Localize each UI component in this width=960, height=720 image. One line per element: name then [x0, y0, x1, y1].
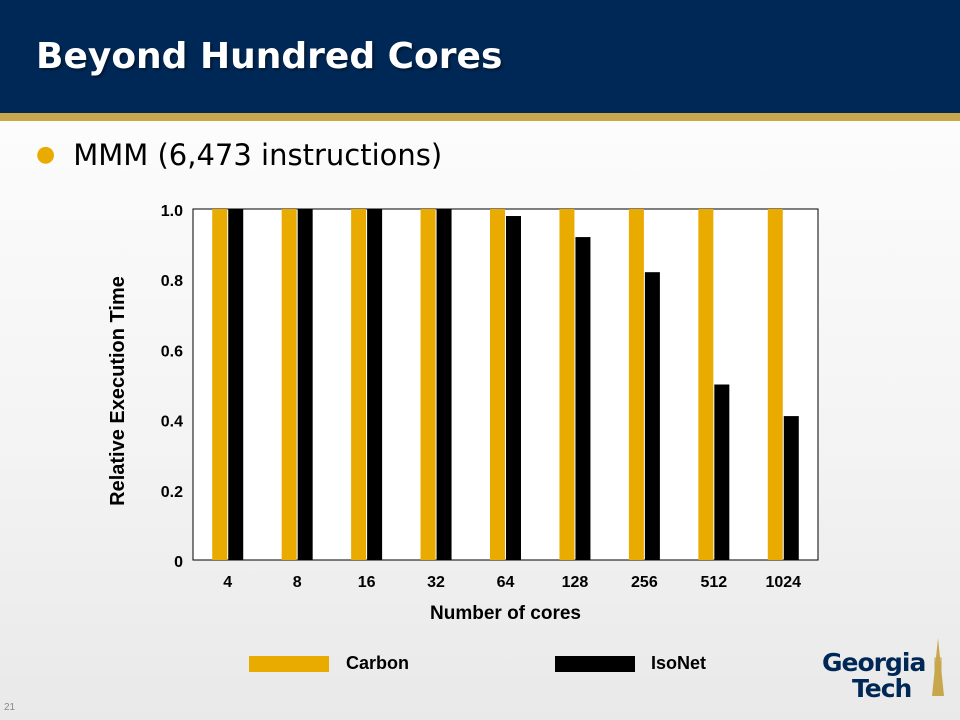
x-tick-label: 8 — [293, 574, 302, 591]
bar-isonet — [575, 237, 591, 560]
bar-carbon — [420, 209, 436, 560]
x-tick-label: 512 — [700, 574, 727, 591]
bullet-icon: ● — [36, 142, 56, 167]
y-tick-label: 0.2 — [161, 484, 183, 501]
x-tick-label: 64 — [497, 574, 515, 591]
x-tick-label: 16 — [358, 574, 376, 591]
bar-carbon — [212, 209, 228, 560]
x-tick-label: 32 — [427, 574, 445, 591]
y-tick-label: 1.0 — [161, 203, 183, 220]
logo-text-georgia: Georgia — [822, 648, 926, 677]
bar-carbon — [698, 209, 714, 560]
bar-isonet — [714, 384, 730, 560]
bar-carbon — [559, 209, 575, 560]
logo-tower-icon — [932, 638, 944, 696]
plot-area — [192, 208, 819, 561]
header-rule — [0, 113, 960, 121]
x-tick-label: 256 — [631, 574, 658, 591]
x-axis-title: Number of cores — [430, 603, 581, 624]
x-tick-label: 4 — [223, 574, 232, 591]
bar-isonet — [367, 209, 383, 560]
slide-title: Beyond Hundred Cores — [36, 36, 503, 77]
slide-number: 21 — [4, 702, 16, 713]
bullet-item: ● MMM (6,473 instructions) — [36, 138, 442, 172]
x-tick-label: 128 — [562, 574, 589, 591]
legend-swatch-carbon — [249, 656, 329, 672]
bar-carbon — [767, 209, 783, 560]
legend-label-carbon: Carbon — [346, 653, 409, 673]
y-tick-label: 0.8 — [161, 273, 183, 290]
bar-carbon — [490, 209, 505, 560]
y-tick-label: 0.6 — [161, 343, 183, 360]
bar-isonet — [644, 272, 660, 560]
bar-isonet — [228, 209, 244, 560]
bullet-text: MMM (6,473 instructions) — [73, 138, 443, 172]
x-tick-label: 1024 — [765, 574, 801, 591]
y-tick-label: 0 — [174, 554, 183, 571]
legend-swatch-isonet — [555, 656, 635, 672]
georgia-tech-logo: Georgia Tech — [822, 638, 944, 703]
logo-text-tech: Tech — [852, 674, 912, 703]
bar-isonet — [297, 209, 313, 560]
bar-carbon — [351, 209, 367, 560]
bar-isonet — [783, 416, 799, 560]
bar-isonet — [506, 216, 521, 560]
bar-carbon — [628, 209, 644, 560]
bar-carbon — [281, 209, 297, 560]
header-bar — [0, 0, 960, 113]
bar-isonet — [436, 209, 452, 560]
y-axis-title: Relative Execution Time — [107, 276, 129, 506]
y-tick-label: 0.4 — [161, 414, 183, 431]
legend-label-isonet: IsoNet — [651, 653, 706, 673]
